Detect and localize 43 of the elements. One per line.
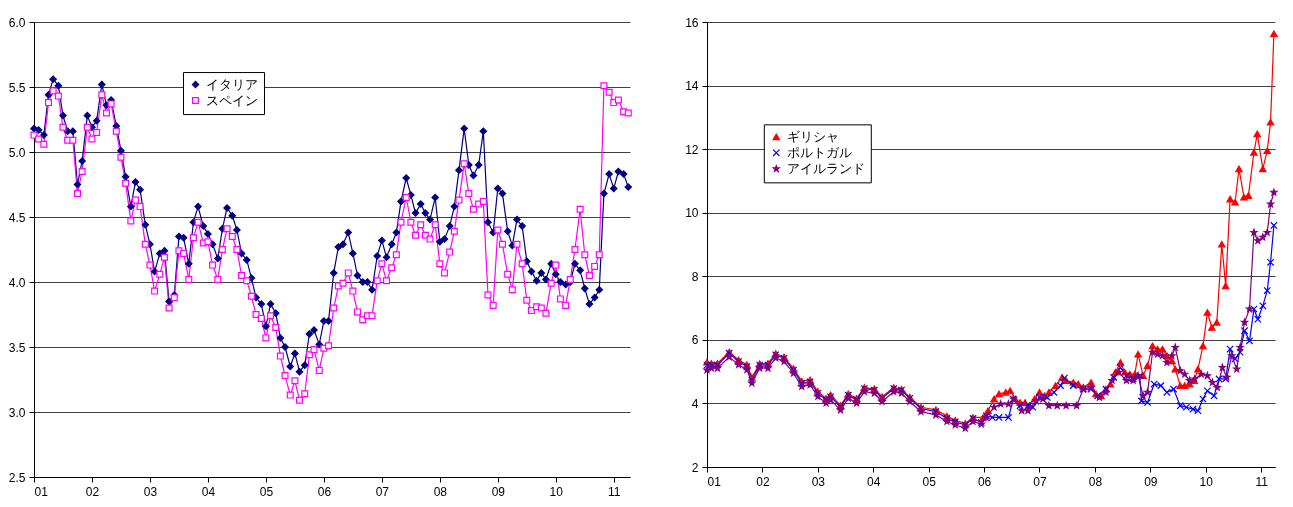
y-tick-label: 3.5 <box>8 340 26 355</box>
x-tick-label: 04 <box>201 484 216 499</box>
y-tick-label: 4.5 <box>8 210 26 225</box>
x-tick-label: 10 <box>1199 474 1214 489</box>
x-tick-label: 05 <box>922 474 937 489</box>
y-tick-label: 6.0 <box>8 15 26 30</box>
x-tick-label: 09 <box>1144 474 1158 489</box>
y-tick-label: 12 <box>685 142 699 157</box>
x-tick-label: 05 <box>259 484 274 499</box>
x-tick-label: 01 <box>34 484 49 499</box>
y-tick-label: 3.0 <box>8 405 26 420</box>
x-tick-label: 06 <box>977 474 992 489</box>
x-tick-label: 07 <box>1033 474 1047 489</box>
y-tick-label: 4 <box>691 396 699 411</box>
y-tick-label: 14 <box>685 79 699 94</box>
x-tick-label: 01 <box>707 474 722 489</box>
x-tick-label: 10 <box>549 484 564 499</box>
x-tick-label: 11 <box>608 484 621 499</box>
y-tick-label: 8 <box>691 269 699 284</box>
y-tick-label: 4.0 <box>8 275 26 290</box>
y-tick-label: 5.0 <box>8 145 26 160</box>
x-tick-label: 03 <box>811 474 826 489</box>
x-tick-label: 06 <box>317 484 332 499</box>
legend-label: ギリシャ <box>786 128 839 144</box>
y-tick-label: 2.5 <box>8 470 26 485</box>
y-tick-label: 2 <box>691 460 699 475</box>
legend-label: アイルランド <box>786 160 865 176</box>
x-tick-label: 02 <box>85 484 100 499</box>
x-tick-label: 07 <box>375 484 390 499</box>
x-tick-label: 09 <box>491 484 506 499</box>
y-tick-label: 6 <box>691 333 699 348</box>
x-tick-label: 08 <box>1088 474 1103 489</box>
y-tick-label: 5.5 <box>8 80 26 95</box>
y-tick-label: 10 <box>685 206 699 221</box>
x-tick-label: 02 <box>756 474 770 489</box>
legend-label: イタリア <box>206 76 258 92</box>
legend-label: ポルトガル <box>786 144 852 160</box>
x-tick-label: 04 <box>867 474 881 489</box>
x-tick-label: 03 <box>143 484 158 499</box>
x-tick-label: 08 <box>433 484 448 499</box>
legend-label: スペイン <box>206 92 258 108</box>
y-tick-label: 16 <box>685 15 699 30</box>
x-tick-label: 11 <box>1255 474 1269 489</box>
